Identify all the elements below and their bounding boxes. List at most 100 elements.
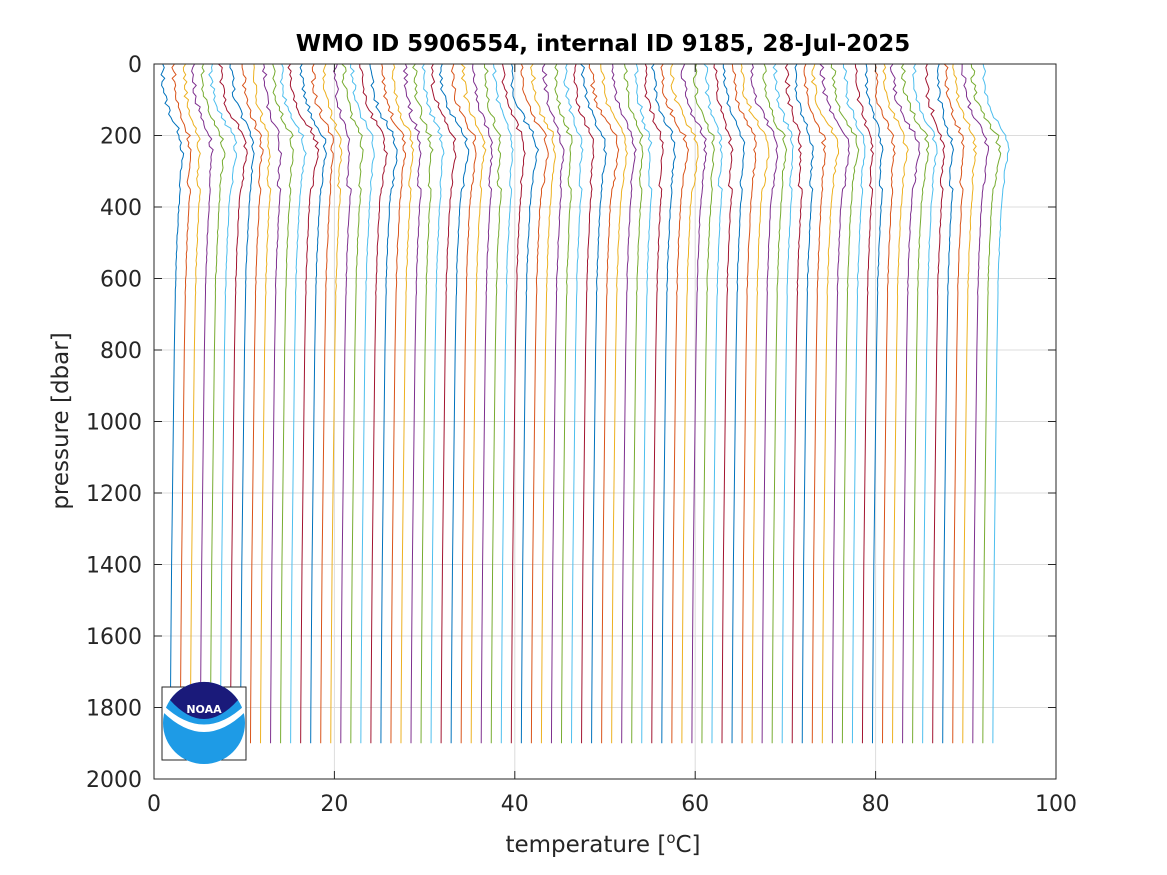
profile-line — [952, 63, 977, 744]
y-tick-label: 400 — [100, 196, 142, 221]
profile-line — [241, 63, 264, 744]
profile-line — [520, 63, 549, 744]
profile-line — [218, 63, 248, 744]
profile-line — [501, 63, 526, 744]
profile-line — [554, 63, 573, 744]
x-tick-label: 40 — [501, 792, 529, 817]
profile-line — [563, 63, 584, 744]
profile-line — [889, 63, 921, 744]
y-tick-label: 1400 — [86, 554, 142, 579]
profile-line — [830, 63, 860, 744]
profile-line — [882, 63, 909, 744]
x-tick-label: 80 — [862, 792, 890, 817]
profile-line — [287, 63, 320, 744]
profile-line — [670, 63, 699, 744]
profile-line — [171, 63, 192, 744]
profile-line — [722, 63, 746, 744]
profile-line — [542, 63, 565, 744]
profile-line — [623, 63, 644, 744]
profile-line — [961, 64, 989, 744]
profile-line — [912, 63, 938, 744]
profile-line — [279, 63, 307, 744]
profile-line — [794, 63, 814, 744]
y-tick-label: 1600 — [86, 625, 142, 650]
profile-line — [864, 63, 884, 744]
profile-line — [650, 63, 676, 744]
profile-line — [430, 63, 457, 744]
logo-text: NOAA — [186, 703, 222, 716]
profile-line — [182, 63, 201, 744]
profile-series — [160, 63, 1010, 744]
profile-line — [924, 63, 946, 744]
profile-line — [982, 63, 1010, 744]
profile-line — [936, 63, 954, 744]
y-tick-label: 0 — [128, 53, 142, 78]
x-tick-label: 60 — [681, 792, 709, 817]
x-axis-label-main: temperature [ — [505, 832, 666, 858]
profile-line — [369, 63, 398, 744]
profile-line — [359, 63, 388, 744]
profile-line — [874, 63, 896, 744]
profile-line — [421, 63, 445, 744]
profile-line — [160, 63, 185, 744]
profile-line — [854, 63, 874, 744]
profile-line — [573, 63, 595, 744]
profile-line — [412, 63, 434, 744]
y-tick-label: 1200 — [86, 482, 142, 507]
grid — [154, 64, 1056, 779]
profile-line — [580, 63, 607, 744]
profile-line — [731, 63, 757, 744]
x-axis-label: temperature [oC] — [505, 829, 700, 858]
y-tick-label: 1800 — [86, 697, 142, 722]
profile-line — [438, 63, 470, 744]
profile-line — [588, 63, 620, 744]
profile-line — [484, 63, 503, 744]
profile-line — [644, 63, 664, 744]
profile-line — [819, 63, 850, 744]
profile-line — [332, 63, 352, 744]
profile-line — [261, 63, 283, 744]
x-tick-label: 20 — [320, 792, 348, 817]
logo-wave — [163, 705, 245, 732]
profile-line — [703, 63, 723, 744]
profile-line — [693, 63, 715, 744]
profile-line — [381, 63, 407, 744]
profile-line — [900, 63, 930, 744]
chart-title: WMO ID 5906554, internal ID 9185, 28-Jul… — [296, 31, 911, 57]
profile-line — [450, 63, 477, 744]
profile-line — [460, 63, 487, 744]
profile-line — [611, 63, 637, 744]
noaa-logo: NOAA — [161, 681, 247, 764]
profile-line — [680, 63, 708, 744]
profile-line — [299, 63, 327, 744]
profile-line — [341, 63, 364, 744]
y-tick-label: 200 — [100, 125, 142, 150]
y-tick-label: 2000 — [86, 768, 142, 793]
profile-line — [208, 63, 238, 744]
profile-line — [391, 63, 415, 744]
y-tick-label: 800 — [100, 339, 142, 364]
profile-line — [660, 63, 690, 744]
profile-line — [740, 63, 770, 744]
profile-line — [200, 63, 226, 744]
profile-line — [762, 63, 788, 744]
profile-line — [713, 63, 734, 744]
profile-line — [272, 63, 294, 744]
profile-line — [402, 63, 422, 744]
ticks: 0 20 40 60 80 1000200400600800100012001400160… — [86, 53, 1077, 817]
x-axis-label-unit: C] — [676, 832, 701, 858]
logo-sky — [170, 681, 238, 719]
profile-line — [634, 63, 653, 744]
y-axis-label: pressure [dbar] — [48, 332, 74, 509]
x-tick-label: 100 — [1035, 792, 1077, 817]
y-tick-label: 1000 — [86, 411, 142, 436]
profile-line — [810, 63, 840, 744]
profile-line — [784, 63, 803, 744]
profile-line — [970, 63, 1002, 744]
profile-line — [492, 63, 514, 744]
profile-line — [191, 63, 214, 744]
profile-line — [772, 63, 794, 744]
profile-line — [510, 63, 540, 744]
profile-line — [750, 63, 779, 744]
